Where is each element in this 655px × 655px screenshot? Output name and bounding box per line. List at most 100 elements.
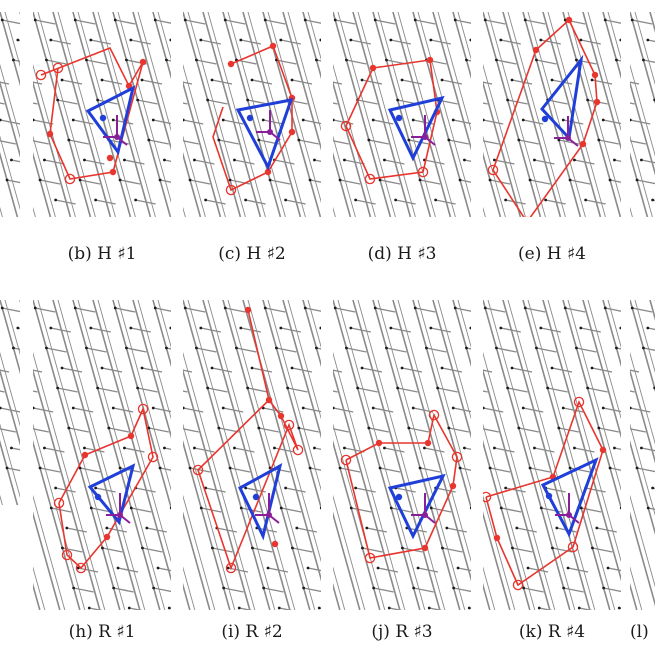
lattice-node	[183, 306, 187, 310]
blue-triangle	[387, 95, 445, 162]
lattice-line	[397, 300, 471, 563]
lattice-node	[183, 18, 187, 22]
lattice-line	[153, 587, 171, 593]
lattice-node	[266, 566, 270, 570]
lattice-line	[33, 439, 81, 610]
red-open-node	[417, 166, 429, 178]
lattice-node	[603, 18, 607, 22]
lattice-node	[73, 18, 77, 22]
lattice-node	[0, 306, 4, 310]
lattice-line	[563, 407, 584, 413]
lattice-node	[49, 326, 53, 330]
lattice-line	[33, 81, 43, 85]
blue-triangle	[235, 98, 294, 171]
lattice-line	[148, 139, 169, 145]
lattice-line	[333, 300, 421, 610]
lattice-line	[377, 567, 399, 573]
lattice-line	[435, 487, 456, 493]
red-path	[492, 19, 598, 217]
blue-dot	[246, 114, 254, 122]
lattice-line	[408, 139, 429, 145]
lattice-node	[163, 158, 166, 162]
lattice-node	[590, 78, 594, 82]
lattice-line	[222, 12, 282, 217]
lattice-line	[437, 300, 471, 420]
lattice-line	[57, 300, 146, 610]
lattice-line	[6, 467, 20, 472]
red-node	[449, 482, 457, 490]
lattice-node	[483, 306, 487, 310]
lattice-node	[511, 546, 514, 550]
lattice-node	[651, 486, 655, 490]
lattice-node	[125, 58, 128, 62]
lattice-node	[617, 606, 621, 610]
lattice-line	[483, 63, 526, 217]
lattice-node	[651, 198, 655, 202]
lattice-line	[13, 347, 20, 351]
lattice-line	[459, 467, 471, 471]
lattice-node	[440, 78, 444, 82]
lattice-node	[73, 306, 77, 310]
lattice-line	[33, 151, 52, 217]
lattice-node	[33, 18, 37, 22]
lattice-line	[234, 447, 255, 453]
red-node	[579, 140, 587, 148]
lattice-line	[119, 179, 141, 185]
lattice-line	[33, 119, 54, 125]
lattice-node	[297, 138, 301, 142]
lattice-node	[539, 506, 543, 510]
lattice-line	[505, 487, 526, 493]
red-node	[565, 16, 573, 24]
panel-j	[333, 300, 471, 610]
lattice-node	[577, 606, 581, 610]
lattice-line	[630, 81, 640, 85]
lattice-line	[632, 19, 653, 25]
lattice-line	[339, 179, 361, 185]
lattice-line	[536, 59, 557, 65]
lattice-line	[496, 347, 517, 353]
lattice-node	[10, 446, 13, 450]
lattice-node	[590, 366, 594, 370]
lattice-node	[246, 98, 250, 102]
lattice-line	[527, 567, 549, 573]
lattice-line	[346, 347, 367, 353]
lattice-node	[158, 466, 162, 470]
lattice-node	[510, 78, 514, 82]
lattice-node	[573, 446, 576, 450]
lattice-node	[295, 526, 299, 530]
red-open-node	[137, 403, 149, 415]
lattice-line	[333, 135, 356, 217]
lattice-line	[390, 327, 411, 333]
lattice-line	[567, 567, 589, 573]
lattice-line	[148, 427, 169, 433]
lattice-line	[585, 487, 606, 493]
lattice-line	[641, 159, 655, 164]
lattice-line	[379, 467, 401, 473]
red-node	[244, 306, 252, 314]
lattice-node	[89, 38, 93, 42]
lattice-line	[452, 300, 471, 368]
lattice-line	[84, 447, 105, 453]
lattice-node	[413, 18, 417, 22]
lattice-line	[648, 507, 655, 511]
lattice-line	[430, 327, 451, 333]
red-open-node	[35, 69, 47, 81]
red-open-node	[483, 491, 492, 503]
lattice-node	[608, 466, 612, 470]
lattice-node	[400, 366, 404, 370]
lattice-line	[245, 199, 266, 205]
lattice-node	[630, 18, 634, 22]
lattice-line	[630, 119, 651, 125]
lattice-line	[316, 347, 321, 350]
lattice-node	[539, 326, 543, 330]
lattice-line	[494, 447, 515, 453]
lattice-node	[646, 506, 650, 510]
lattice-line	[274, 159, 295, 165]
lattice-line	[587, 300, 621, 420]
panel-a-partial	[0, 12, 20, 217]
purple-node	[267, 129, 273, 135]
lattice-node	[165, 346, 168, 350]
lattice-line	[274, 447, 295, 453]
lattice-line	[212, 547, 233, 553]
lattice-line	[287, 387, 308, 393]
